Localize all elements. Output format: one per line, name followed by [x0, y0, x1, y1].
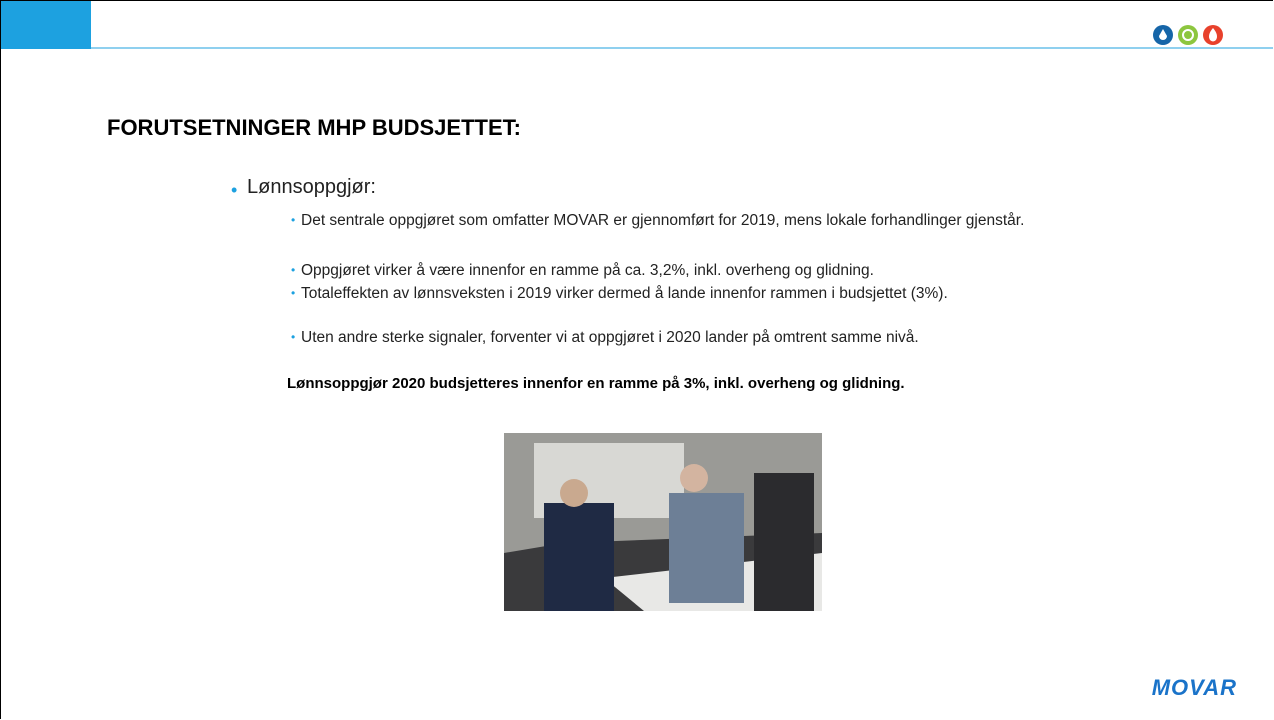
bullet: • [291, 286, 295, 300]
conclusion: Lønnsoppgjør 2020 budsjetteres innenfor … [287, 375, 905, 392]
sub-bullet: Oppgjøret virker å være innenfor en ramm… [301, 261, 1091, 281]
sub-bullet: Totaleffekten av lønnsveksten i 2019 vir… [301, 284, 1091, 304]
slide: FORUTSETNINGER MHP BUDSJETTET: • Lønnsop… [0, 0, 1273, 719]
header-line [91, 47, 1273, 49]
logo: MOVAR [1152, 675, 1237, 701]
bullet-heading: Lønnsoppgjør: [247, 176, 376, 199]
photo [504, 433, 822, 611]
bullet: • [291, 213, 295, 227]
icons [1151, 23, 1251, 53]
header-block [1, 1, 91, 49]
sub-bullet: Det sentrale oppgjøret som omfatter MOVA… [301, 211, 1091, 231]
slide-title: FORUTSETNINGER MHP BUDSJETTET: [107, 115, 521, 141]
bullet: • [291, 263, 295, 277]
sub-bullet: Uten andre sterke signaler, forventer vi… [301, 328, 1091, 348]
bullet: • [291, 330, 295, 344]
bullet: • [231, 180, 237, 201]
